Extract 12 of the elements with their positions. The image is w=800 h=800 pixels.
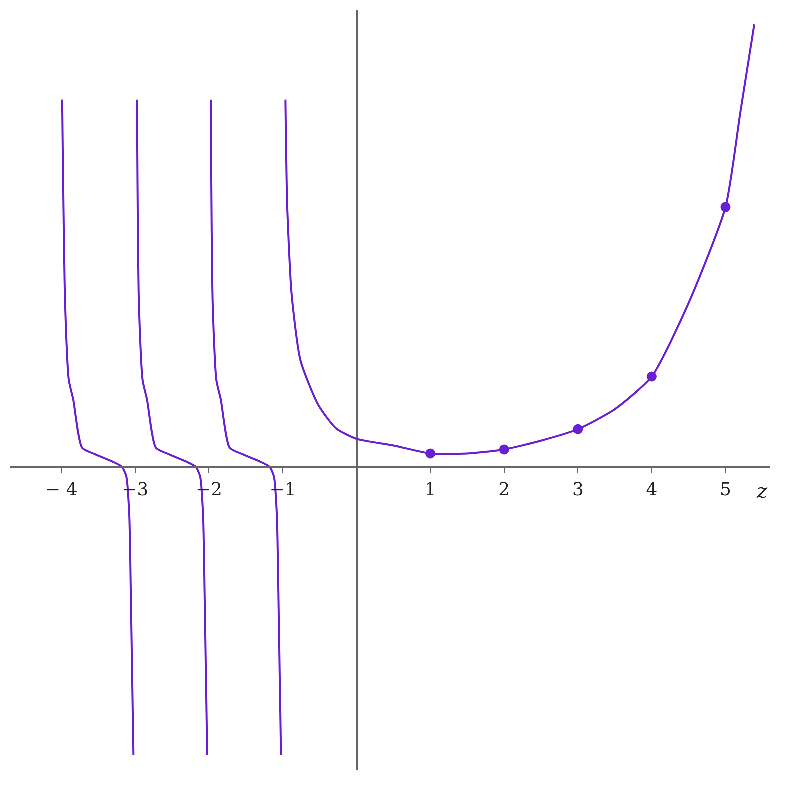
point: [573, 424, 584, 434]
point: [426, 448, 436, 459]
point: [499, 444, 510, 455]
x-tick-label: 1: [424, 479, 436, 500]
point: [720, 202, 731, 212]
point: [646, 372, 657, 382]
x-tick-label: 2: [498, 479, 510, 500]
x-tick-label: 5: [720, 479, 732, 500]
x-tick-label: 4: [646, 479, 658, 500]
x-tick-label: 3: [572, 479, 584, 500]
x-axis-title: z: [756, 479, 768, 503]
x-tick-label: − 4: [46, 479, 78, 500]
